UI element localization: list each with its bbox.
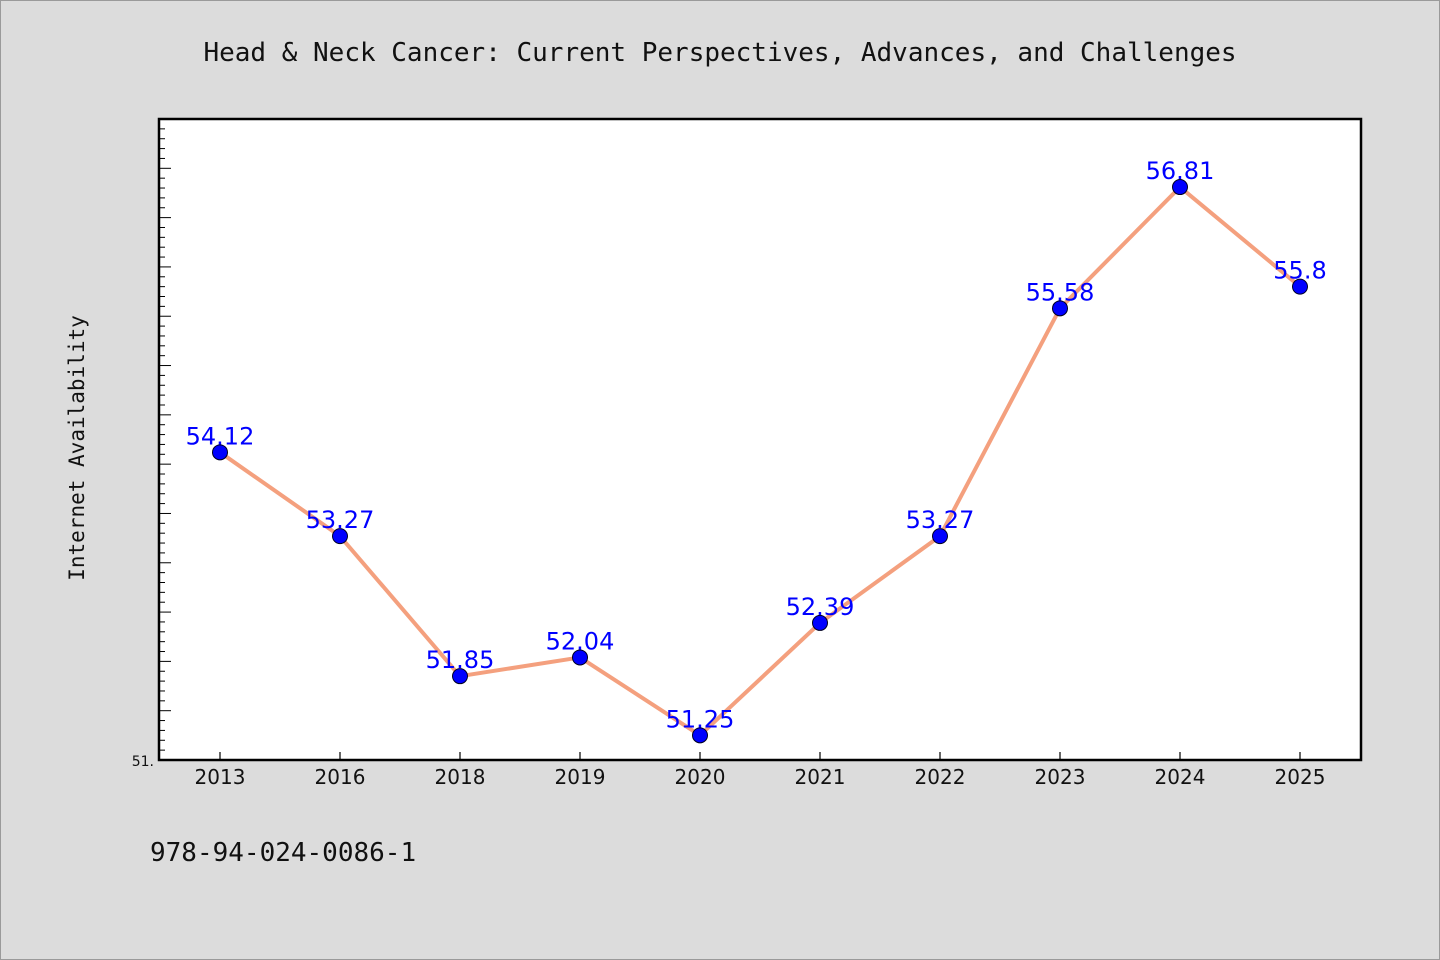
x-tick-label: 2022 (915, 765, 966, 789)
x-tick-label: 2024 (1155, 765, 1206, 789)
y-axis-label: Internet Availability (65, 315, 89, 581)
data-label: 52.39 (786, 593, 855, 621)
data-label: 51.85 (426, 646, 495, 674)
series-layer: 54.12 53.27 51.85 52.04 51.25 52.39 53.27 55.58… (186, 157, 1327, 744)
y-tick-label: 51. (132, 754, 154, 770)
data-label: 52.04 (546, 627, 615, 655)
x-tick-label: 2025 (1275, 765, 1326, 789)
series-line (218, 185, 1302, 738)
y-axis-ticks (159, 128, 171, 751)
x-tick-label: 2013 (195, 765, 246, 789)
x-tick-label: 2019 (555, 765, 606, 789)
data-label: 51.25 (666, 705, 735, 733)
x-tick-label: 2023 (1035, 765, 1086, 789)
data-point (1052, 300, 1068, 317)
data-point (932, 528, 948, 545)
x-tick-label: 2021 (795, 765, 846, 789)
x-tick-label: 2018 (435, 765, 486, 789)
data-point (812, 614, 828, 631)
data-label: 54.12 (186, 422, 255, 450)
x-tick-label: 2020 (675, 765, 726, 789)
isbn-footer: 978-94-024-0086-1 (150, 838, 416, 868)
data-point (332, 528, 348, 545)
data-label: 55.8 (1273, 257, 1326, 285)
data-point (692, 727, 708, 744)
plot-area (157, 117, 1363, 762)
data-label: 56.81 (1146, 157, 1215, 185)
data-point (212, 444, 228, 461)
data-point (1292, 278, 1308, 295)
data-point (572, 649, 588, 666)
data-point (452, 668, 468, 685)
data-label: 53.27 (906, 506, 975, 534)
x-tick-label: 2016 (315, 765, 366, 789)
data-label: 53.27 (306, 506, 375, 534)
data-point (1172, 179, 1188, 196)
x-axis-ticks: 2013 2016 2018 2019 2020 2021 2022 2023 2024 2025 (195, 752, 1326, 789)
data-label: 55.58 (1026, 278, 1095, 306)
chart-title: Head & Neck Cancer: Current Perspectives… (203, 38, 1236, 68)
